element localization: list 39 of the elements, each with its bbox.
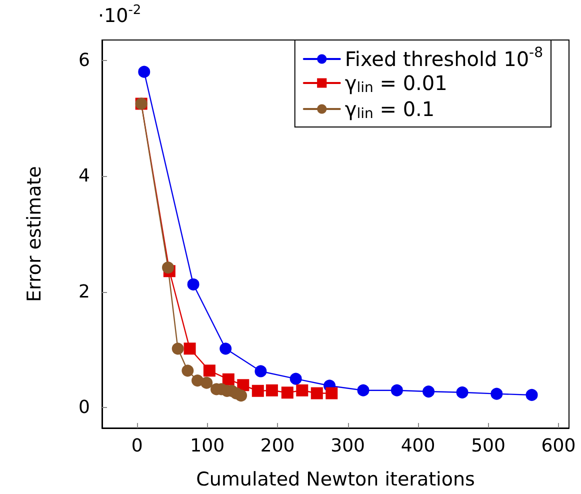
point [138,66,150,78]
point [390,384,403,396]
x-tick-label: 0 [131,436,143,456]
point [182,364,194,377]
point [290,372,302,385]
point [200,376,213,389]
point [266,384,278,396]
x-axis-title: Cumulated Newton iterations [196,468,475,490]
y-tick-label: 6 [78,50,90,71]
point [296,384,308,396]
point [187,278,200,290]
y-axis-title: Error estimate [24,166,46,302]
point [281,386,294,399]
point [490,388,503,400]
y-tick-label: 2 [78,281,90,302]
point [172,342,184,355]
x-tick-label: 300 [330,436,365,456]
point [203,364,216,377]
x-tick-label: 400 [400,436,436,456]
point [310,387,323,400]
x-tick-label: 100 [190,436,225,456]
point [222,373,234,386]
y-tick-label: 4 [78,166,90,187]
point [162,262,174,274]
point [220,342,232,355]
x-tick-label: 600 [541,436,576,456]
x-tick-label: 500 [471,436,506,456]
point [237,379,250,392]
point [456,386,468,398]
point [526,388,538,401]
x-tick-label: 200 [260,436,295,456]
point [326,387,338,400]
point [422,386,435,398]
y-tick-label: 0 [78,397,90,418]
point [252,384,264,397]
point [254,365,267,378]
point [184,342,196,355]
point [357,384,370,396]
point [235,390,248,402]
